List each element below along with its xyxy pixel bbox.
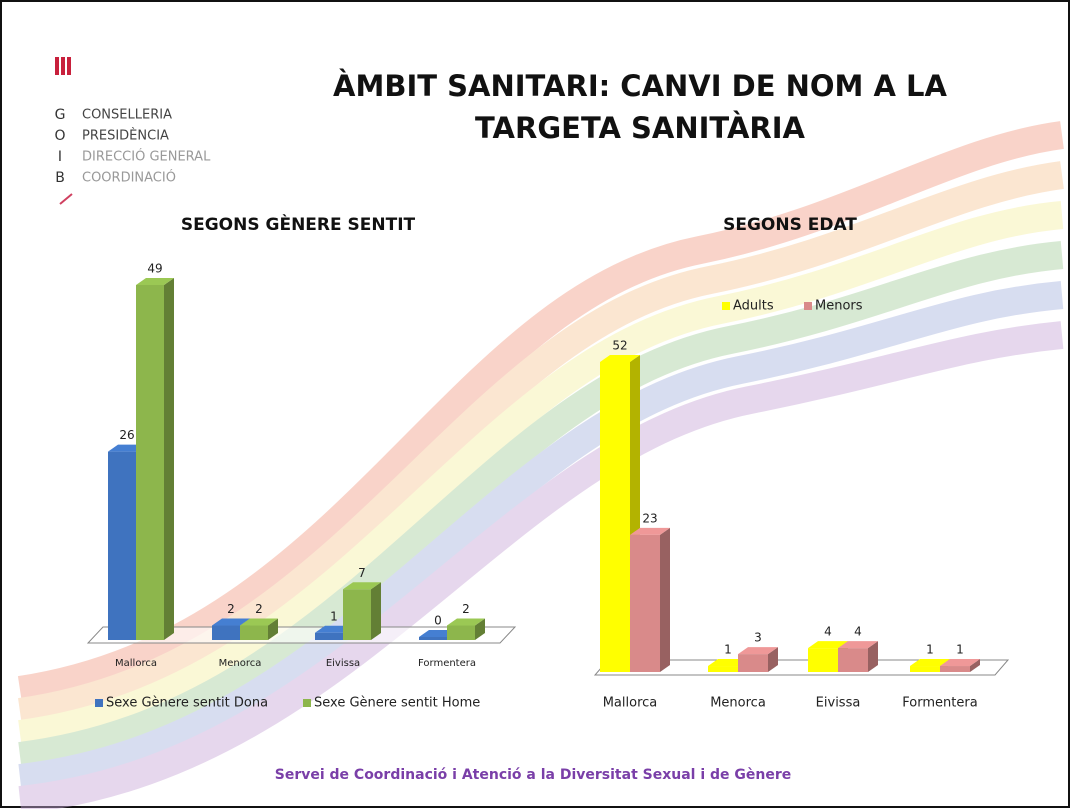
logo-text: PRESIDÈNCIA	[82, 128, 169, 144]
legend-label: Adults	[733, 299, 774, 314]
value-label: 2	[227, 602, 235, 616]
bar-front	[447, 625, 475, 640]
bar-top	[838, 641, 878, 649]
logo-letter: B	[55, 170, 65, 186]
bar-front	[940, 666, 970, 672]
bar-side	[660, 527, 670, 672]
logo-text: CONSELLERIA	[82, 108, 172, 123]
value-label: 7	[358, 566, 366, 580]
bar-side	[475, 618, 485, 640]
x-tick-label: Eivissa	[816, 696, 861, 711]
bar-front	[240, 625, 268, 640]
bar-top	[447, 618, 485, 626]
bar-top	[808, 641, 848, 649]
x-tick-label: Menorca	[710, 696, 766, 711]
floor	[86, 626, 517, 644]
bar-front	[212, 625, 240, 640]
bar-side	[268, 618, 278, 640]
bar-front	[738, 654, 768, 672]
bar-side	[768, 647, 778, 672]
chart-title: SEGONS EDAT	[723, 215, 857, 235]
x-tick-label: Eivissa	[326, 658, 360, 669]
bar-front	[600, 362, 630, 672]
x-tick-label: Mallorca	[603, 696, 658, 711]
bar-front	[838, 648, 868, 672]
x-tick-label: Formentera	[902, 696, 977, 711]
bar-front	[419, 637, 447, 640]
x-tick-label: Formentera	[418, 658, 476, 669]
bar-top	[738, 647, 778, 655]
x-tick-label: Mallorca	[115, 658, 157, 669]
value-label: 1	[330, 609, 338, 623]
bar-top	[343, 582, 381, 590]
value-label: 23	[642, 511, 657, 525]
x-tick-label: Menorca	[219, 658, 262, 669]
bar	[838, 641, 878, 672]
bar	[447, 618, 485, 640]
bar	[940, 659, 980, 672]
legend-label: Sexe Gènere sentit Home	[314, 696, 480, 711]
bar-front	[910, 666, 940, 672]
logo-text: DIRECCIÓ GENERAL	[82, 149, 211, 165]
bar-top	[910, 659, 950, 667]
value-label: 49	[147, 262, 162, 276]
logo-mark	[55, 57, 73, 205]
bar-top	[212, 618, 250, 626]
legend-swatch	[722, 302, 730, 310]
bar-top	[240, 618, 278, 626]
slide-title: ÀMBIT SANITARI: CANVI DE NOM A LA	[333, 69, 947, 103]
bar-side	[868, 641, 878, 672]
legend-swatch	[95, 699, 103, 707]
bar-front	[136, 285, 164, 640]
logo-letter: O	[54, 128, 65, 144]
bar-front	[343, 589, 371, 640]
footer: Servei de Coordinació i Atenció a la Div…	[275, 767, 792, 783]
bar-top	[940, 659, 980, 667]
value-label: 1	[956, 643, 964, 657]
value-label: 4	[854, 625, 862, 639]
bar-side	[371, 582, 381, 640]
slide-title: TARGETA SANITÀRIA	[475, 111, 805, 145]
value-label: 0	[434, 614, 442, 628]
bar	[630, 527, 670, 672]
bar	[136, 278, 174, 640]
legend-swatch	[804, 302, 812, 310]
chart-title: SEGONS GÈNERE SENTIT	[181, 213, 416, 235]
logo-letter: I	[58, 149, 62, 165]
value-label: 26	[119, 428, 134, 442]
bar-front	[808, 648, 838, 672]
bar-front	[630, 534, 660, 672]
value-label: 2	[255, 602, 263, 616]
bar	[738, 647, 778, 672]
value-label: 1	[724, 643, 732, 657]
value-label: 52	[612, 339, 627, 353]
legend-swatch	[303, 699, 311, 707]
bar-front	[708, 666, 738, 672]
legend-label: Menors	[815, 299, 863, 314]
bar-top	[600, 355, 640, 362]
value-label: 4	[824, 625, 832, 639]
value-label: 2	[462, 602, 470, 616]
bar-top	[136, 278, 174, 285]
bar-top	[630, 527, 670, 535]
value-label: 3	[754, 631, 762, 645]
bar-front	[315, 632, 343, 640]
bar-side	[164, 278, 174, 640]
bar-side	[970, 659, 980, 672]
bar	[240, 618, 278, 640]
bar	[343, 582, 381, 640]
logo-text: COORDINACIÓ	[82, 170, 176, 186]
logo-letter: G	[55, 107, 66, 123]
bar-front	[108, 451, 136, 640]
value-label: 1	[926, 643, 934, 657]
legend-label: Sexe Gènere sentit Dona	[106, 696, 268, 711]
